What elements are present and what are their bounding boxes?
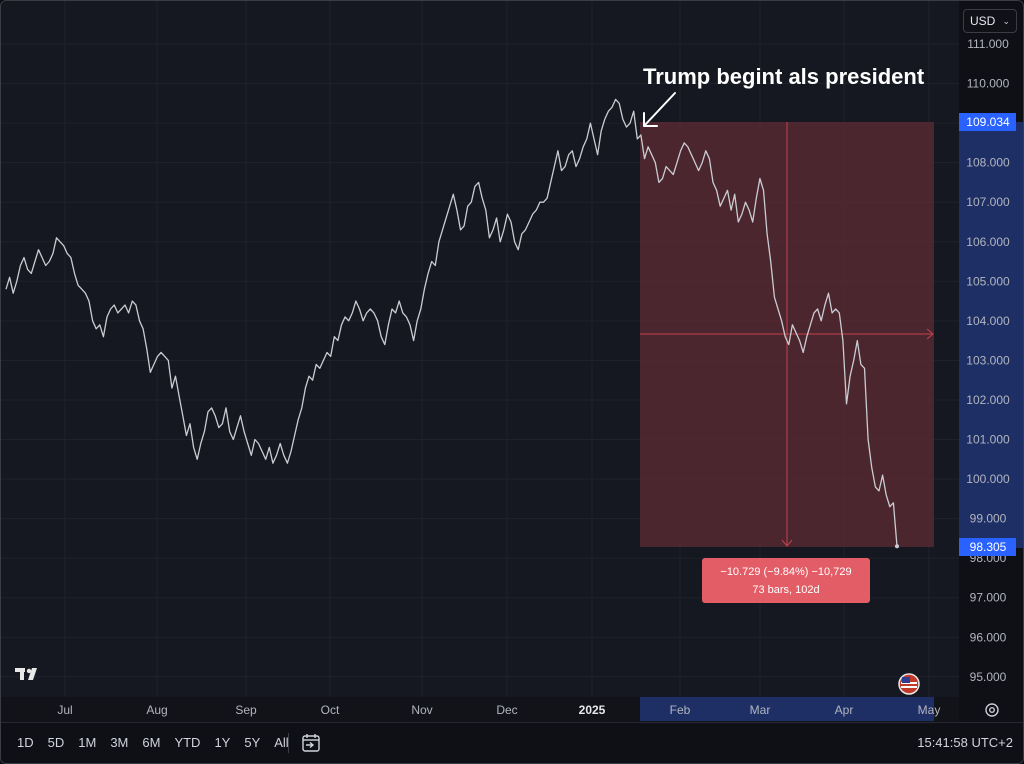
series-last-point	[895, 544, 899, 549]
range-button-5y[interactable]: 5Y	[244, 735, 261, 750]
x-tick-label: Apr	[835, 703, 854, 717]
range-buttons: 1D 5D 1M 3M 6M YTD 1Y 5Y All	[11, 733, 295, 752]
y-tick-label: 104.000	[966, 314, 1010, 328]
range-button-1y[interactable]: 1Y	[214, 735, 231, 750]
x-tick-label: Mar	[750, 703, 771, 717]
x-tick-label: Sep	[235, 703, 257, 717]
annotation-text[interactable]: Trump begint als president	[643, 64, 925, 89]
range-button-6m[interactable]: 6M	[142, 735, 161, 750]
x-tick-label: 2025	[579, 703, 606, 717]
measure-label	[702, 558, 870, 603]
y-tick-label: 95.000	[970, 670, 1007, 684]
x-tick-label: Aug	[146, 703, 167, 717]
series-line	[5, 98, 898, 547]
currency-label: USD	[970, 14, 996, 28]
y-tick-label: 102.000	[966, 393, 1010, 407]
measure-label-bars: 73 bars, 102d	[752, 584, 819, 596]
y-tick-label: 110.000	[967, 77, 1010, 91]
price-tag-last	[959, 538, 1016, 556]
x-tick-label: May	[918, 703, 941, 717]
currency-select[interactable]: USD ⌄	[963, 9, 1017, 33]
x-tick-label: Oct	[321, 703, 340, 717]
price-tag-high	[959, 113, 1016, 131]
x-tick-label: Nov	[411, 703, 432, 717]
measure-right-arrow	[926, 328, 934, 340]
x-axis-ticks: Jul Aug Sep Oct Nov Dec 2025 Feb Mar Apr May	[57, 703, 940, 717]
y-tick-label: 105.000	[966, 274, 1010, 288]
measure-down-arrow	[781, 539, 793, 547]
gear-icon[interactable]	[982, 700, 1002, 720]
chevron-down-icon: ⌄	[1002, 15, 1010, 26]
range-button-1m[interactable]: 1M	[78, 735, 97, 750]
x-tick-label: Feb	[670, 703, 691, 717]
time-axis-range-highlight	[640, 697, 934, 721]
x-tick-label: Jul	[57, 703, 72, 717]
range-button-5d[interactable]: 5D	[47, 735, 65, 750]
tradingview-logo[interactable]	[14, 665, 44, 683]
y-tick-label: 97.000	[970, 591, 1007, 605]
price-tag-last-text: 98.305	[970, 540, 1007, 554]
price-axis-range-highlight	[959, 122, 1023, 548]
x-tick-label: Dec	[496, 703, 517, 717]
y-tick-label: 99.000	[970, 512, 1007, 526]
y-tick-label: 108.000	[966, 156, 1010, 170]
toolbar-divider	[288, 733, 289, 753]
clock[interactable]: 15:41:58 UTC+2	[917, 735, 1013, 750]
y-tick-label: 96.000	[970, 630, 1007, 644]
y-tick-label: 103.000	[966, 353, 1010, 367]
us-flag-icon[interactable]	[898, 673, 920, 695]
y-tick-label: 100.000	[966, 472, 1010, 486]
y-tick-label: 107.000	[966, 195, 1010, 209]
range-button-3m[interactable]: 3M	[110, 735, 129, 750]
range-button-1d[interactable]: 1D	[17, 735, 34, 750]
annotation-arrow[interactable]	[643, 92, 676, 127]
y-tick-label: 101.000	[966, 433, 1010, 447]
price-chart[interactable]: 111.000110.000109.000108.000107.000106.0…	[1, 1, 1023, 723]
range-button-all[interactable]: All	[274, 735, 289, 750]
measure-label-change: −10.729 (−9.84%) −10,729	[720, 566, 851, 578]
y-tick-label: 106.000	[966, 235, 1010, 249]
bottom-toolbar: 1D 5D 1M 3M 6M YTD 1Y 5Y All 15:41:58 UTC+2	[1, 722, 1023, 763]
y-tick-label: 111.000	[967, 37, 1009, 51]
range-button-ytd[interactable]: YTD	[174, 735, 201, 750]
calendar-arrow-icon[interactable]	[300, 732, 322, 754]
price-tag-high-text: 109.034	[966, 115, 1010, 129]
